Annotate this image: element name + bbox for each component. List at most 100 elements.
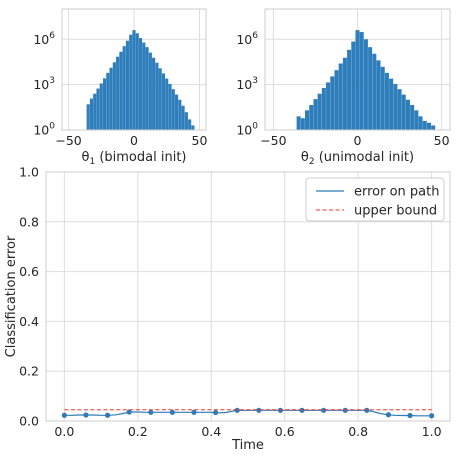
y-tick-label: 100 (236, 122, 258, 138)
error-on-path-line (64, 409, 432, 417)
legend-label: error on path (354, 185, 439, 200)
data-point (148, 409, 154, 415)
x-axis-label: Time (231, 438, 264, 453)
histogram-bar (359, 32, 364, 131)
histogram-bar (168, 83, 172, 130)
histogram-bar (380, 66, 385, 130)
histogram-bar (426, 122, 431, 130)
axes-frame (61, 8, 207, 131)
histogram-bar (96, 88, 100, 130)
histogram-bar (174, 94, 179, 130)
histogram-bar (368, 47, 373, 131)
y-tick-label: 1.0 (19, 165, 39, 180)
histogram-bar (313, 99, 318, 130)
histogram-bar (317, 93, 322, 130)
histogram-bar (431, 125, 436, 130)
x-tick-label: 0.4 (201, 424, 221, 439)
histogram-bar (132, 30, 136, 130)
x-tick-label: 0.8 (348, 424, 368, 439)
histogram-bar (119, 51, 123, 130)
histogram-bar (142, 42, 146, 130)
histogram-bar (112, 62, 116, 131)
data-point (321, 407, 327, 413)
y-tick-label: 0.4 (19, 314, 39, 329)
data-point (126, 409, 132, 415)
x-tick-label: 1.0 (422, 424, 442, 439)
histogram-bar (122, 46, 126, 131)
histogram-bar (414, 110, 419, 130)
histogram-bar (188, 119, 192, 130)
data-point (385, 412, 392, 418)
legend: error on path upper bound (305, 177, 445, 222)
y-tick-label: 106 (33, 31, 55, 47)
axes-frame (264, 8, 451, 131)
y-tick-label: 0.0 (19, 414, 39, 429)
histogram-bar (376, 60, 381, 130)
x-axis-label: θ2 (unimodal init) (301, 150, 414, 167)
y-tick-label: 103 (33, 76, 55, 92)
data-point (429, 413, 435, 419)
histogram-bar (181, 105, 185, 130)
histogram-bar (99, 83, 103, 130)
histogram-bar (351, 41, 356, 130)
x-tick-label: 50 (434, 133, 450, 148)
x-tick-label: −50 (55, 133, 81, 148)
histogram-bar (334, 70, 339, 130)
histogram-bar (106, 72, 110, 130)
histogram-bar (102, 78, 107, 130)
histogram-bar (155, 62, 159, 130)
histogram-bar (405, 99, 410, 130)
histogram-bar (330, 76, 335, 130)
histogram-bar (145, 47, 149, 131)
histogram-bar (116, 56, 120, 130)
data-point (83, 412, 89, 418)
chart-panel-3: 0.0 0.2 0.4 0.6 0.8 1.0 0.0 0.2 0.4 0.6 0.8 1.0 Time… (4, 165, 451, 453)
histogram-bar (309, 104, 314, 130)
histogram-bar (86, 104, 90, 130)
y-tick-label: 100 (33, 122, 55, 138)
histogram-bar (422, 120, 427, 130)
data-point (256, 407, 262, 413)
chart-panel-2: −50 0 50 100 103 106 θ2 (unimodal init) (236, 8, 451, 167)
histogram-bar (363, 39, 368, 130)
histogram-bar (401, 94, 406, 130)
x-tick-label: 0.2 (128, 424, 148, 439)
histogram-bar (93, 93, 97, 130)
histogram-bar (355, 30, 360, 130)
x-axis-label: θ1 (bimodal init) (82, 150, 187, 167)
y-tick-label: 0.6 (19, 264, 39, 279)
x-tick-label: 0.0 (54, 424, 74, 439)
histogram-bar (178, 99, 182, 130)
y-tick-label: 0.2 (19, 364, 39, 379)
histogram-bar (389, 78, 394, 130)
x-tick-label: 50 (192, 133, 208, 148)
x-tick-label: 0 (130, 133, 138, 148)
histogram-bar (129, 34, 133, 130)
histogram-bar (161, 73, 166, 130)
y-axis-label: Classification error (4, 235, 19, 357)
x-tick-label: 0.6 (275, 424, 295, 439)
histogram-bar (410, 104, 415, 130)
histogram-bar (171, 89, 175, 130)
histogram-bar (158, 68, 162, 130)
x-tick-label: −50 (260, 133, 286, 148)
histogram-bar (393, 83, 398, 130)
histogram-bar (326, 82, 331, 130)
data-point (191, 409, 197, 415)
y-tick-label: 0.8 (19, 214, 39, 229)
histogram-bar (184, 112, 188, 130)
histogram-bar (148, 52, 152, 130)
histogram-bar (397, 89, 402, 130)
histogram-bar (300, 118, 305, 130)
data-point (407, 412, 413, 419)
y-tick-label: 106 (236, 31, 258, 47)
histogram-bar (321, 87, 326, 130)
legend-box (305, 177, 445, 222)
histogram-bar (135, 33, 139, 130)
histogram-bar (152, 57, 156, 130)
histogram-bar (138, 38, 143, 130)
legend-label: upper bound (354, 204, 437, 219)
chart-panel-1: −50 0 50 100 103 106 θ1 (bimodal init) (33, 8, 208, 167)
axes-frame (45, 171, 451, 422)
